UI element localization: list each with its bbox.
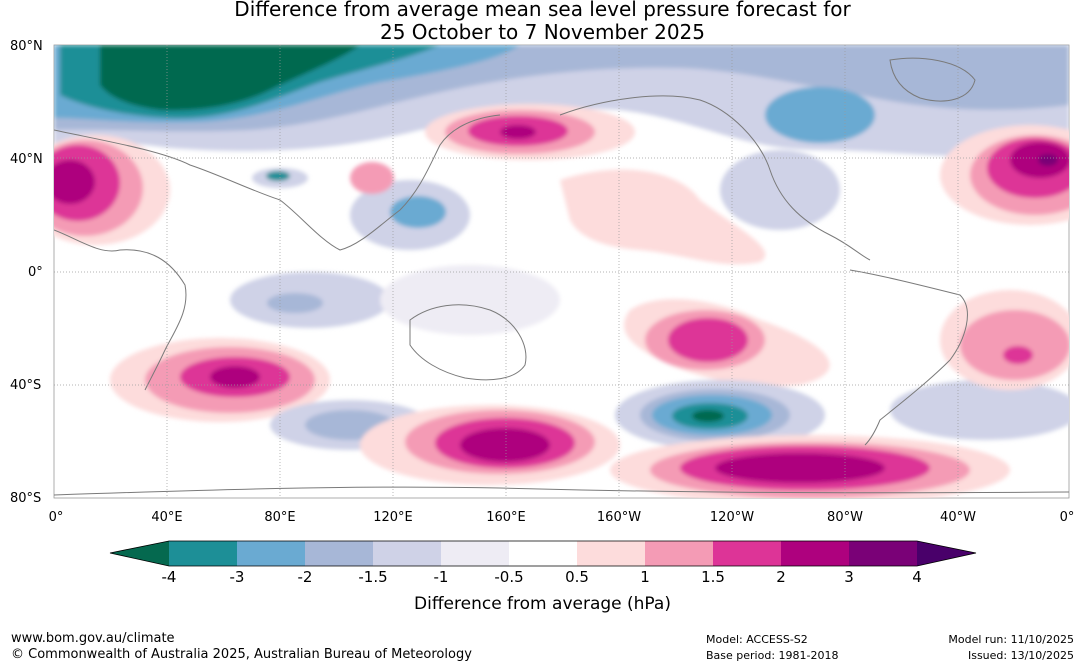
footer-copyright: © Commonwealth of Australia 2025, Austra… — [11, 647, 472, 662]
anomaly-indian-ocean-mod — [267, 293, 323, 313]
lat-label-equator: 0° — [28, 265, 43, 280]
lat-label-40s: 40°S — [10, 378, 42, 393]
lat-label-40n: 40°N — [10, 152, 43, 167]
anomaly-canada-weak — [720, 150, 840, 230]
lat-label-80s: 80°S — [10, 491, 42, 506]
anomaly-tasman-core — [460, 428, 550, 462]
anomaly-china-positive — [350, 162, 394, 194]
lon-label-40e: 40°E — [151, 510, 183, 525]
anomaly-south-pacific-strong — [668, 318, 748, 362]
coastline-south-america — [849, 269, 968, 446]
lon-label-0-east: 0° — [1059, 510, 1075, 525]
anomaly-india-core — [266, 171, 290, 181]
pressure-anomaly-map — [53, 44, 1070, 499]
footer-url: www.bom.gov.au/climate — [11, 631, 175, 646]
colorbar-label: Difference from average (hPa) — [414, 594, 671, 614]
colorbar-tick-m3: -3 — [229, 568, 245, 586]
lon-label-80w: 80°W — [827, 510, 863, 525]
anomaly-europe-core — [54, 160, 95, 204]
coastline-greenland — [889, 57, 976, 102]
lon-label-40w: 40°W — [940, 510, 976, 525]
lon-label-120e: 120°E — [373, 510, 413, 525]
coastline-africa — [54, 229, 187, 391]
coastline-australia — [409, 304, 527, 381]
colorbar-tick-1: 1 — [640, 568, 650, 586]
anomaly-se-atlantic-strong — [1003, 346, 1033, 364]
colorbar-tick-3: 3 — [844, 568, 854, 586]
colorbar-tick-4: 4 — [912, 568, 922, 586]
lon-label-80e: 80°E — [264, 510, 296, 525]
colorbar-tick-05: 0.5 — [565, 568, 589, 586]
lon-label-160w: 160°W — [596, 510, 642, 525]
anomaly-npacific-core — [500, 125, 536, 139]
lon-label-120w: 120°W — [709, 510, 755, 525]
anomaly-atlantic-peak — [1038, 154, 1058, 166]
footer-issued: Issued: 13/10/2025 — [967, 649, 1074, 662]
coastline-eurasia — [54, 114, 501, 251]
footer-model: Model: ACCESS-S2 — [706, 633, 808, 646]
lon-label-160e: 160°E — [486, 510, 526, 525]
colorbar-tick-m2: -2 — [297, 568, 313, 586]
colorbar-tick-m4: -4 — [161, 568, 177, 586]
colorbar-tick-15: 1.5 — [701, 568, 725, 586]
colorbar-tick-m05: -0.5 — [494, 568, 524, 586]
anomaly-antarctic-core — [715, 453, 885, 483]
anomaly-equatorial-weak — [380, 265, 560, 335]
footer-base-period: Base period: 1981-2018 — [706, 649, 839, 662]
anomaly-se-atlantic-mod — [960, 310, 1069, 380]
footer-model-run: Model run: 11/10/2025 — [948, 633, 1074, 646]
anomaly-tropical-pacific — [560, 169, 766, 265]
coastline-antarctica — [54, 486, 1069, 496]
anomaly-sindian-core — [210, 366, 260, 388]
colorbar-tick-m1: -1 — [433, 568, 449, 586]
map-title-line-2: 25 October to 7 November 2025 — [379, 20, 706, 44]
colorbar-tick-m15: -1.5 — [358, 568, 388, 586]
anomaly-spacific-core — [692, 410, 724, 422]
colorbar-tick-2: 2 — [776, 568, 786, 586]
anomaly-arctic-core — [100, 45, 360, 111]
coastline-north-america — [559, 95, 871, 261]
lon-label-0: 0° — [48, 510, 64, 525]
lat-label-80n: 80°N — [10, 39, 43, 54]
anomaly-canada-negative — [765, 87, 875, 143]
anomaly-nw-pacific-mod — [390, 196, 446, 228]
anomaly-south-atlantic-negative — [890, 380, 1069, 440]
map-title-line-1: Difference from average mean sea level p… — [234, 0, 851, 21]
